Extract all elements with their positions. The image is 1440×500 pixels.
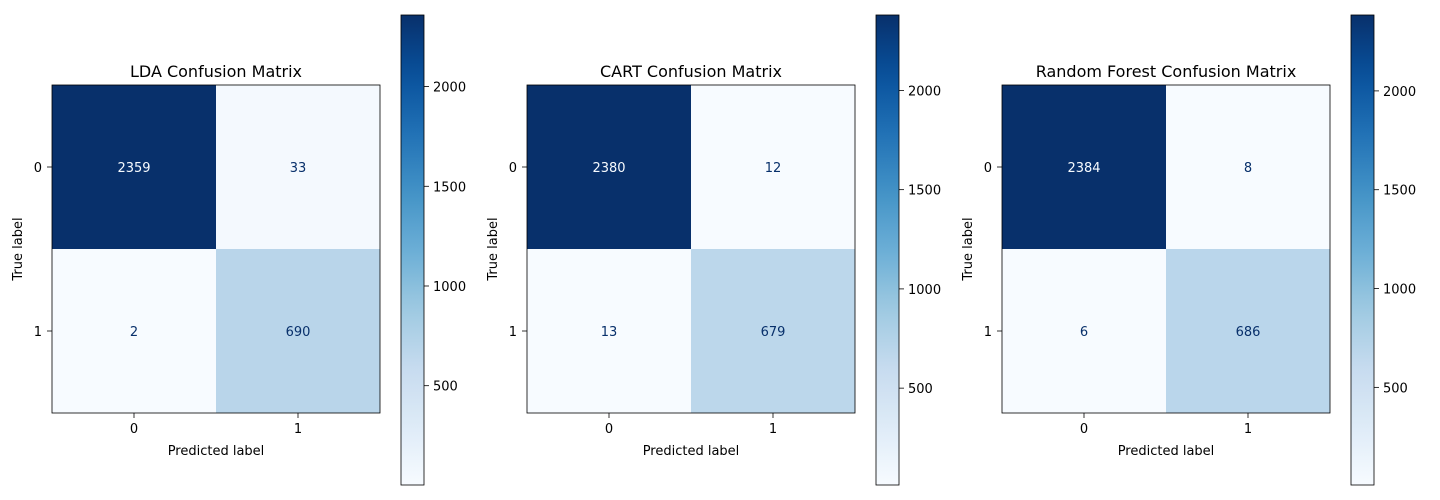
colorbar-tick-label: 500 bbox=[1383, 381, 1408, 396]
confusion-matrix-2: CART Confusion Matrix 2380 12 13 679 0 1 0 1 Pred… bbox=[486, 14, 941, 486]
y-tick-label: 1 bbox=[984, 325, 992, 340]
cell-value-label: 2359 bbox=[117, 161, 150, 176]
axes-frame bbox=[526, 84, 856, 414]
colorbar-tick-label: 1500 bbox=[433, 180, 466, 195]
y-axis-label: True label bbox=[486, 217, 501, 281]
y-tick-label: 1 bbox=[509, 325, 517, 340]
matrix-cell-0-0 bbox=[527, 85, 691, 249]
cell-value-label: 33 bbox=[290, 161, 307, 176]
y-axis-label: True label bbox=[961, 217, 976, 281]
axes-frame bbox=[51, 84, 381, 414]
cell-value-label: 686 bbox=[1236, 325, 1261, 340]
matrix-cell-1-0 bbox=[1002, 249, 1166, 413]
cell-value-label: 2 bbox=[130, 325, 138, 340]
x-axis-label: Predicted label bbox=[168, 444, 265, 459]
colorbar-tick-label: 1000 bbox=[908, 283, 941, 298]
x-tick-label: 0 bbox=[1080, 422, 1088, 437]
x-axis-label: Predicted label bbox=[643, 444, 740, 459]
x-axis-label: Predicted label bbox=[1118, 444, 1215, 459]
cell-value-label: 679 bbox=[761, 325, 786, 340]
colorbar-tick-label: 1000 bbox=[433, 280, 466, 295]
matrix-cell-1-0 bbox=[527, 249, 691, 413]
colorbar bbox=[875, 14, 900, 486]
matrix-cell-1-1 bbox=[691, 249, 855, 413]
colorbar-tick-label: 2000 bbox=[1383, 85, 1416, 100]
y-axis-label: True label bbox=[11, 217, 26, 281]
colorbar-tick-label: 500 bbox=[908, 382, 933, 397]
chart-title: CART Confusion Matrix bbox=[600, 62, 782, 81]
x-tick-label: 1 bbox=[294, 422, 302, 437]
cell-value-label: 12 bbox=[765, 161, 782, 176]
x-tick-label: 1 bbox=[1244, 422, 1252, 437]
colorbar-tick-label: 2000 bbox=[433, 81, 466, 96]
colorbar-tick-label: 1500 bbox=[908, 184, 941, 199]
y-tick-label: 0 bbox=[984, 161, 992, 176]
x-tick-label: 1 bbox=[769, 422, 777, 437]
cell-value-label: 6 bbox=[1080, 325, 1088, 340]
cell-value-label: 13 bbox=[601, 325, 618, 340]
matrix-cell-0-0 bbox=[1002, 85, 1166, 249]
y-tick-label: 0 bbox=[509, 161, 517, 176]
x-tick-label: 0 bbox=[130, 422, 138, 437]
colorbar-tick-label: 2000 bbox=[908, 84, 941, 99]
colorbar-tick-label: 1000 bbox=[1383, 283, 1416, 298]
confusion-matrix-3: Random Forest Confusion Matrix 2384 8 6 686 0… bbox=[961, 14, 1416, 486]
matrix-cell-1-1 bbox=[1166, 249, 1330, 413]
matrix-cell-1-0 bbox=[52, 249, 216, 413]
matrix-cell-1-1 bbox=[216, 249, 380, 413]
colorbar bbox=[400, 14, 425, 486]
cell-value-label: 8 bbox=[1244, 161, 1252, 176]
chart-title: Random Forest Confusion Matrix bbox=[1036, 62, 1297, 81]
cell-value-label: 2384 bbox=[1067, 161, 1100, 176]
chart-title: LDA Confusion Matrix bbox=[130, 62, 302, 81]
cell-value-label: 2380 bbox=[592, 161, 625, 176]
matrix-cell-0-1 bbox=[216, 85, 380, 249]
matrix-cell-0-1 bbox=[691, 85, 855, 249]
colorbar bbox=[1350, 14, 1375, 486]
axes-frame bbox=[1001, 84, 1331, 414]
colorbar-tick-label: 1500 bbox=[1383, 184, 1416, 199]
matrix-cell-0-1 bbox=[1166, 85, 1330, 249]
matrix-cell-0-0 bbox=[52, 85, 216, 249]
confusion-matrix-1: LDA Confusion Matrix 2359 33 2 690 0 1 0 1 Predic… bbox=[11, 14, 466, 486]
x-tick-label: 0 bbox=[605, 422, 613, 437]
cell-value-label: 690 bbox=[286, 325, 311, 340]
y-tick-label: 1 bbox=[34, 325, 42, 340]
y-tick-label: 0 bbox=[34, 161, 42, 176]
colorbar-tick-label: 500 bbox=[433, 380, 458, 395]
